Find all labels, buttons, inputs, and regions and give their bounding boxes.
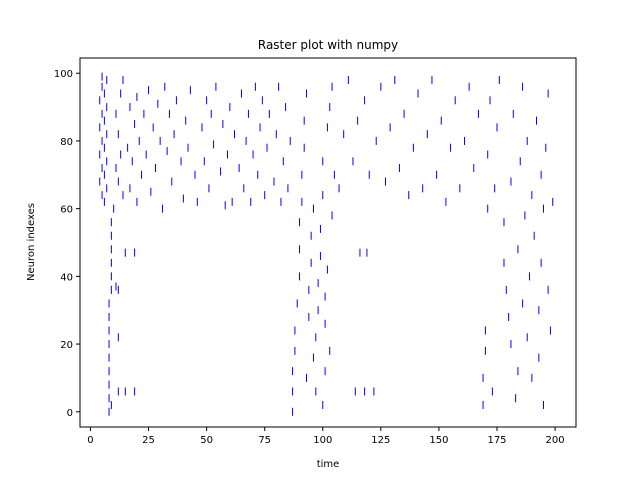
- x-tick-label: 0: [87, 435, 93, 446]
- y-tick-label: 0: [67, 408, 73, 419]
- x-tick-label: 75: [258, 435, 271, 446]
- x-axis-ticks: 0 25 50 75 100 125 150 175 200: [87, 427, 565, 446]
- chart-title: Raster plot with numpy: [258, 38, 398, 52]
- y-tick-label: 100: [54, 69, 73, 80]
- x-tick-label: 100: [313, 435, 332, 446]
- y-axis-ticks: 0 20 40 60 80 100: [54, 69, 80, 419]
- y-tick-label: 20: [60, 340, 73, 351]
- spike-marks: [99, 72, 554, 416]
- x-tick-label: 175: [487, 435, 506, 446]
- y-tick-label: 80: [60, 137, 73, 148]
- y-tick-label: 40: [60, 272, 73, 283]
- x-tick-label: 200: [546, 435, 565, 446]
- x-axis-label: time: [317, 459, 340, 470]
- x-tick-label: 150: [429, 435, 448, 446]
- plot-frame: [79, 57, 577, 428]
- x-tick-label: 50: [200, 435, 213, 446]
- y-axis-label: Neuron indexes: [26, 203, 37, 281]
- x-tick-label: 125: [371, 435, 390, 446]
- x-tick-label: 25: [142, 435, 155, 446]
- y-tick-label: 60: [60, 205, 73, 216]
